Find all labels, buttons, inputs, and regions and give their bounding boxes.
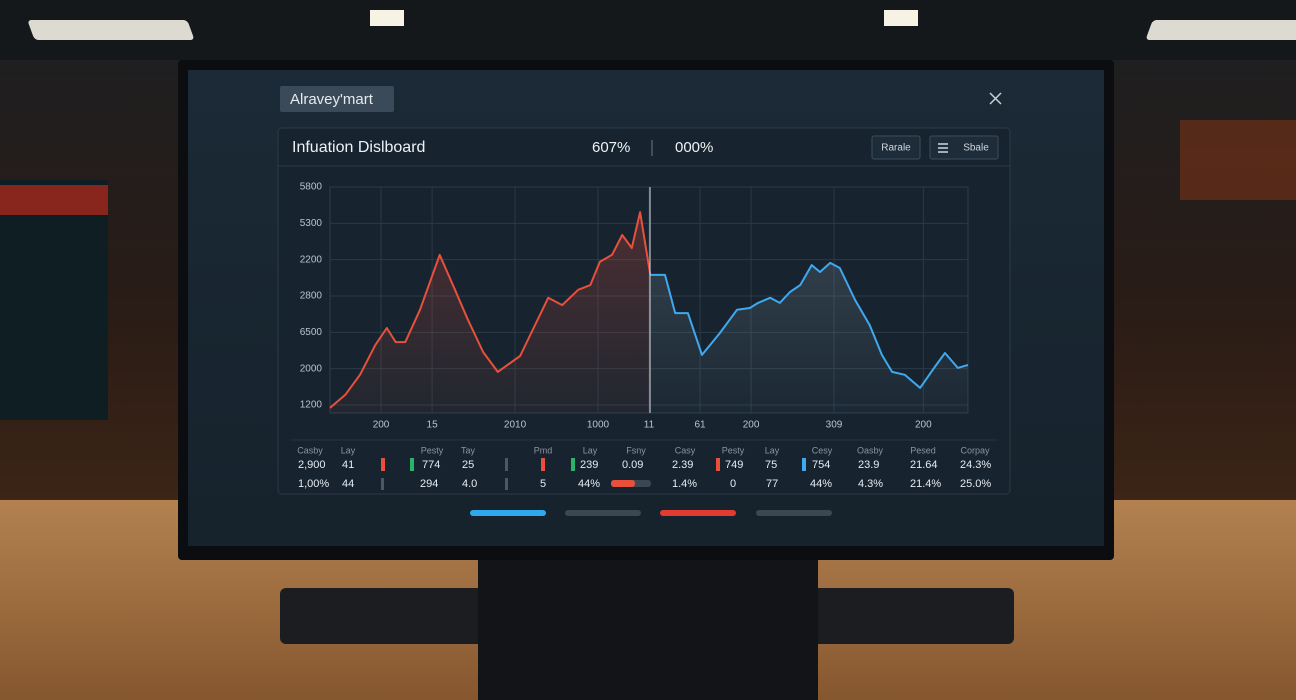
column-header: Pmd <box>534 445 553 455</box>
x-tick-label: 200 <box>743 420 760 431</box>
tab-label: Alravey'mart <box>290 91 374 108</box>
cell: 44 <box>342 478 354 490</box>
cell: 21.64 <box>910 459 938 471</box>
dashboard-title: Infuation Dislboard <box>292 139 425 156</box>
column-header: Pesed <box>910 445 936 455</box>
x-tick-label: 1000 <box>587 420 610 431</box>
button-icon <box>938 143 948 153</box>
cell: 75 <box>765 459 777 471</box>
column-header: Cesy <box>812 445 833 455</box>
cell: 77 <box>766 478 778 490</box>
column-header: Lay <box>765 445 780 455</box>
x-tick-label: 309 <box>826 420 843 431</box>
cell: 239 <box>580 459 598 471</box>
indicator <box>505 458 508 471</box>
y-tick-label: 5300 <box>300 218 323 229</box>
cell: 23.9 <box>858 459 879 471</box>
x-tick-label: 15 <box>427 420 439 431</box>
page-tab[interactable] <box>660 510 736 516</box>
indicator <box>505 478 508 490</box>
indicator <box>802 458 806 471</box>
ceiling-light <box>370 10 404 26</box>
line <box>329 211 652 409</box>
area <box>330 212 651 413</box>
cell: 25 <box>462 459 474 471</box>
stat: 607% <box>592 139 630 156</box>
cell: 774 <box>422 459 440 471</box>
table: Casby Lay Pesty Tay Pmd Lay Fsny Casy Pesty Lay Ce… <box>297 445 991 490</box>
cell: 1,00% <box>298 478 329 490</box>
ceiling-light <box>28 20 194 40</box>
indicator <box>716 458 720 471</box>
column-header: Lay <box>583 445 598 455</box>
cell: 2,900 <box>298 459 326 471</box>
indicator <box>571 458 575 471</box>
close-icon[interactable] <box>989 92 1002 105</box>
stat: 000% <box>675 139 713 156</box>
cell: 4.3% <box>858 478 883 490</box>
y-tick-label: 2800 <box>300 291 323 302</box>
column-header: Casy <box>675 445 696 455</box>
tab <box>280 86 394 112</box>
wall-panel <box>1180 120 1296 200</box>
stand-neck <box>478 555 818 700</box>
x-tick-label: 200 <box>915 420 932 431</box>
area <box>650 262 968 413</box>
column-header: Pesty <box>421 445 444 455</box>
button-label[interactable]: Sbale <box>963 143 989 154</box>
cell: 41 <box>342 459 354 471</box>
page-tab[interactable] <box>470 510 546 516</box>
chart: 5800 5300 2200 2800 6500 2000 1200 200 15 2010 100… <box>300 182 969 431</box>
ceiling-light <box>1146 20 1296 40</box>
cell: 0.09 <box>622 459 643 471</box>
wall-screen <box>0 180 108 420</box>
line <box>650 261 969 389</box>
cell: 749 <box>725 459 743 471</box>
cell: 5 <box>540 478 546 490</box>
column-header: Fsny <box>626 445 646 455</box>
cell: 24.3% <box>960 459 991 471</box>
indicator <box>541 458 545 471</box>
wall-screen-band <box>0 185 108 215</box>
page-tab[interactable] <box>565 510 641 516</box>
column-header: Lay <box>341 445 356 455</box>
cell: 0 <box>730 478 736 490</box>
x-tick-label: 200 <box>373 420 390 431</box>
y-tick-label: 2000 <box>300 363 323 374</box>
column-header: Tay <box>461 445 476 455</box>
indicator <box>381 478 384 490</box>
y-tick-label: 6500 <box>300 327 323 338</box>
indicator <box>410 458 414 471</box>
column-header: Corpay <box>960 445 990 455</box>
ceiling-light <box>884 10 918 26</box>
cell: 1.4% <box>672 478 697 490</box>
column-header: Pesty <box>722 445 745 455</box>
button-label[interactable]: Rarale <box>881 143 911 154</box>
x-tick-label: 61 <box>694 420 706 431</box>
y-tick-label: 5800 <box>300 182 323 193</box>
page-tab[interactable] <box>756 510 832 516</box>
cell: 44% <box>810 478 832 490</box>
y-tick-label: 2200 <box>300 254 323 265</box>
button[interactable] <box>871 135 921 160</box>
y-tick-label: 1200 <box>300 400 323 411</box>
cell: 44% <box>578 478 600 490</box>
button[interactable] <box>929 135 999 160</box>
column-header: Oasby <box>857 445 884 455</box>
x-tick-label: 2010 <box>504 420 527 431</box>
indicator <box>381 458 385 471</box>
column-header: Casby <box>297 445 323 455</box>
cell: 2.39 <box>672 459 693 471</box>
cell: 294 <box>420 478 438 490</box>
progress-fill <box>611 480 635 487</box>
ceiling <box>0 0 1296 60</box>
cell: 4.0 <box>462 478 477 490</box>
cell: 754 <box>812 459 830 471</box>
cell: 21.4% <box>910 478 941 490</box>
x-tick-label: 11 <box>644 420 655 431</box>
cell: 25.0% <box>960 478 991 490</box>
